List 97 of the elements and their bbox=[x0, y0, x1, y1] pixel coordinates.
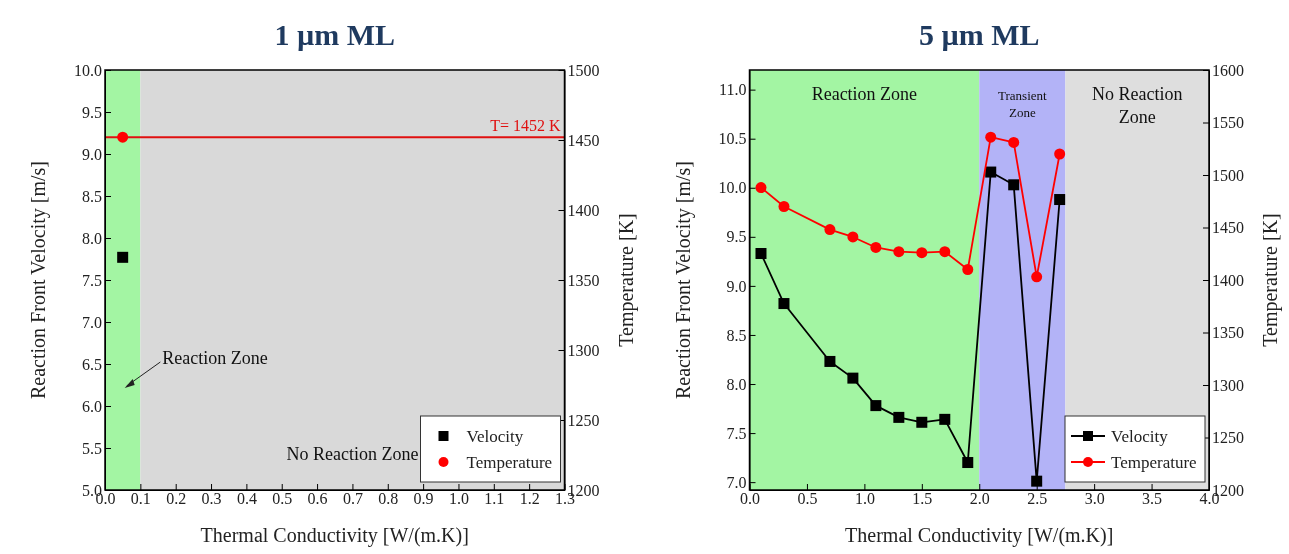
band-label: Transient Zone bbox=[998, 88, 1048, 120]
x-tick-label: 1.0 bbox=[854, 490, 875, 508]
band-label: Reaction Zone bbox=[162, 348, 268, 368]
y-tick-label: 8.0 bbox=[82, 229, 102, 247]
y2-tick-label: 1450 bbox=[1212, 219, 1244, 237]
x-tick-label: 1.2 bbox=[519, 490, 540, 508]
x-tick-label: 0.6 bbox=[307, 490, 328, 508]
y-tick-label: 7.5 bbox=[82, 271, 102, 289]
point bbox=[1054, 194, 1066, 206]
point bbox=[893, 246, 905, 258]
x-tick-label: 1.0 bbox=[448, 490, 469, 508]
chart-title: 1 µm ML bbox=[274, 18, 396, 51]
band-label: Reaction Zone bbox=[811, 84, 918, 104]
point bbox=[778, 201, 790, 212]
x-tick-label: 0.9 bbox=[413, 490, 434, 508]
legend-label: Temperature bbox=[466, 453, 553, 472]
y-tick-label: 8.5 bbox=[726, 326, 747, 344]
y-tick-label: 8.5 bbox=[82, 187, 102, 205]
point bbox=[893, 411, 905, 423]
point bbox=[755, 182, 767, 194]
y2-tick-label: 1500 bbox=[567, 61, 600, 79]
point bbox=[755, 248, 767, 260]
y-tick-label: 6.0 bbox=[82, 397, 102, 415]
y-tick-label: 9.0 bbox=[82, 145, 102, 163]
y2-tick-label: 1300 bbox=[1212, 376, 1244, 394]
point bbox=[1008, 179, 1020, 191]
y-axis-title: Reaction Front Velocity [m/s] bbox=[27, 161, 50, 399]
point bbox=[1008, 136, 1020, 148]
y-tick-label: 10.0 bbox=[718, 179, 747, 197]
point bbox=[870, 400, 882, 412]
y2-tick-label: 1600 bbox=[1212, 61, 1244, 79]
x-tick-label: 1.1 bbox=[484, 490, 505, 508]
x-tick-label: 0.2 bbox=[166, 490, 187, 508]
chart-title: 5 µm ML bbox=[918, 18, 1040, 51]
y2-tick-label: 1250 bbox=[1212, 429, 1244, 447]
x-tick-label: 3.5 bbox=[1142, 490, 1163, 508]
x-tick-label: 0.7 bbox=[342, 490, 363, 508]
point bbox=[1031, 271, 1043, 283]
y2-axis-title: Temperature [K] bbox=[1259, 213, 1282, 347]
x-tick-label: 0.8 bbox=[378, 490, 399, 508]
band-label: No Reaction Zone bbox=[286, 444, 419, 464]
point bbox=[939, 246, 951, 258]
y-tick-label: 9.0 bbox=[726, 277, 747, 295]
y2-tick-label: 1250 bbox=[567, 411, 600, 429]
y2-tick-label: 1350 bbox=[567, 271, 600, 289]
point bbox=[847, 231, 859, 243]
y-tick-label: 6.5 bbox=[82, 355, 102, 373]
point bbox=[1054, 148, 1066, 160]
y2-tick-label: 1550 bbox=[1212, 114, 1244, 132]
x-tick-label: 0.3 bbox=[201, 490, 222, 508]
y-tick-label: 7.5 bbox=[726, 424, 747, 442]
point bbox=[962, 264, 974, 275]
y-tick-label: 5.5 bbox=[82, 439, 102, 457]
y2-tick-label: 1400 bbox=[567, 201, 600, 219]
point bbox=[985, 131, 997, 143]
y-tick-label: 7.0 bbox=[82, 313, 102, 331]
point bbox=[1031, 475, 1043, 487]
point bbox=[824, 224, 836, 236]
point bbox=[824, 355, 836, 367]
legend-label: Temperature bbox=[1111, 453, 1197, 472]
y-tick-label: 8.0 bbox=[726, 375, 747, 393]
y-tick-label: 9.5 bbox=[726, 228, 747, 246]
x-tick-label: 0.0 bbox=[740, 490, 760, 508]
legend-label: Velocity bbox=[1111, 427, 1169, 446]
x-tick-label: 1.5 bbox=[912, 490, 933, 508]
y-tick-label: 11.0 bbox=[719, 81, 747, 99]
y-axis-title: Reaction Front Velocity [m/s] bbox=[671, 161, 695, 399]
y2-tick-label: 1500 bbox=[1212, 166, 1244, 184]
point bbox=[962, 457, 974, 469]
ref-line-label: T= 1452 K bbox=[490, 117, 561, 135]
x-tick-label: 0.5 bbox=[797, 490, 818, 508]
x-axis-title: Thermal Conductivity [W/(m.K)] bbox=[845, 524, 1114, 547]
point bbox=[870, 241, 882, 253]
band-label: No Reaction Zone bbox=[1091, 84, 1183, 128]
legend-label: Velocity bbox=[466, 427, 524, 446]
point bbox=[778, 298, 790, 310]
x-tick-label: 0.4 bbox=[236, 490, 257, 508]
x-tick-label: 0.5 bbox=[272, 490, 293, 508]
y-tick-label: 10.5 bbox=[718, 130, 747, 148]
y-tick-label: 10.0 bbox=[74, 61, 102, 79]
y-tick-label: 7.0 bbox=[726, 473, 747, 491]
x-tick-label: 0.1 bbox=[130, 490, 151, 508]
y2-tick-label: 1450 bbox=[567, 131, 600, 149]
x-axis-title: Thermal Conductivity [W/(m.K)] bbox=[200, 524, 469, 547]
x-tick-label: 2.0 bbox=[969, 490, 990, 508]
y2-tick-label: 1300 bbox=[567, 341, 600, 359]
x-tick-label: 3.0 bbox=[1084, 490, 1105, 508]
y-tick-label: 9.5 bbox=[82, 103, 102, 121]
x-tick-label: 2.5 bbox=[1027, 490, 1048, 508]
y2-tick-label: 1350 bbox=[1212, 324, 1244, 342]
point bbox=[985, 166, 997, 178]
y2-tick-label: 1400 bbox=[1212, 271, 1244, 289]
point bbox=[916, 416, 928, 428]
point bbox=[847, 372, 859, 384]
y2-axis-title: Temperature [K] bbox=[614, 213, 638, 347]
point bbox=[939, 413, 951, 425]
point bbox=[916, 247, 928, 259]
